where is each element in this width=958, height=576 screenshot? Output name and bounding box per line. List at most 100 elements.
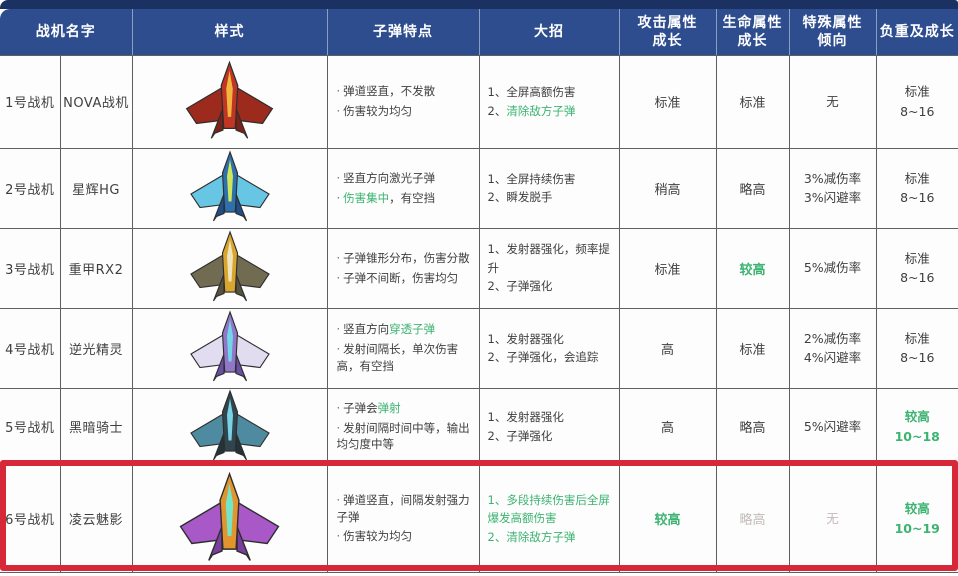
table-top-bar bbox=[0, 0, 958, 9]
attack-growth-cell: 高 bbox=[618, 307, 717, 389]
load-line: 标准 bbox=[878, 329, 958, 348]
load-growth-cell: 标准 8~16 bbox=[875, 307, 958, 389]
special-tendency-cell: 无 bbox=[788, 464, 877, 573]
bullet-marker: · bbox=[336, 84, 341, 99]
col-header-bullet-traits: 子弹特点 bbox=[327, 9, 480, 56]
text-segment: 高 bbox=[660, 421, 674, 436]
fighter-id: 2号战机 bbox=[0, 147, 61, 229]
text-segment: 4%闪避率 bbox=[803, 350, 862, 365]
special-line: 3%减伤率 bbox=[791, 169, 875, 188]
life-growth-cell: 略高 bbox=[715, 464, 790, 573]
text-segment: 弹道竖直，不发散 bbox=[343, 84, 436, 99]
text-segment: 标准 bbox=[654, 262, 681, 278]
fighter-row-1: 1号战机 NOVA战机 · 弹道竖直，不发散 · 伤害较为均匀 1、全屏高额伤害 2、清除敌方… bbox=[0, 54, 958, 149]
load-growth-cell: 标准 8~16 bbox=[875, 54, 958, 149]
lingyun-phantom-jet bbox=[179, 471, 280, 561]
life-growth-cell: 略高 bbox=[715, 387, 790, 466]
load-growth-cell: 较高 10~18 bbox=[875, 387, 958, 466]
trait-line: · 伤害集中，有空挡 bbox=[337, 190, 474, 207]
text-segment: 标准 bbox=[654, 96, 681, 111]
text-segment: 略高 bbox=[739, 513, 766, 528]
special-line: 4%闪避率 bbox=[791, 348, 875, 367]
text-segment: 5%减伤率 bbox=[803, 260, 862, 276]
ultimate-line: 1、多段持续伤害后全屏爆发高额伤害 bbox=[488, 491, 615, 528]
text-segment: 10~18 bbox=[894, 428, 940, 444]
text-segment: 重甲RX2 bbox=[68, 262, 124, 278]
text-segment: 1、发射器强化 bbox=[487, 410, 564, 425]
fighter-comparison-table: 战机名字 样式 子弹特点 大招 攻击属性 成长 生命属性 成长 特殊属性 倾向 … bbox=[0, 9, 958, 573]
bullet-traits-cell: · 竖直方向激光子弹 · 伤害集中，有空挡 bbox=[326, 147, 480, 229]
life-growth-cell: 略高 bbox=[715, 147, 790, 229]
trait-line: · 子弹不间断，伤害均匀 bbox=[337, 270, 474, 287]
bullet-marker: · bbox=[336, 400, 341, 415]
text-segment: 标准 bbox=[739, 342, 766, 358]
ultimate-cell: 1、多段持续伤害后全屏爆发高额伤害 2、清除敌方子弹 bbox=[478, 464, 620, 573]
text-segment: 发射间隔长，单次伤害高，有空挡 bbox=[336, 342, 459, 373]
text-segment: 2、清除敌方子弹 bbox=[487, 529, 576, 544]
ultimate-line: 1、发射器强化 bbox=[488, 330, 615, 348]
load-line: 8~16 bbox=[878, 188, 958, 207]
trait-line: · 发射间隔时间中等，输出均匀度中等 bbox=[337, 420, 474, 453]
life-growth-cell: 标准 bbox=[715, 307, 790, 389]
text-segment: 略高 bbox=[739, 421, 766, 436]
col-header-ultimate: 大招 bbox=[479, 9, 620, 56]
col-header-style: 样式 bbox=[132, 9, 328, 56]
fighter-row-5: 5号战机 黑暗骑士 · 子弹会弹射 · 发射间隔时间中等，输出均匀度中等 1、发射器强化 2、… bbox=[0, 387, 958, 466]
text-segment: 发射间隔时间中等，输出均匀度中等 bbox=[336, 420, 470, 452]
ultimate-cell: 1、发射器强化 2、子弹强化，会追踪 bbox=[478, 307, 620, 389]
trait-line: · 子弹锥形分布，伤害分散 bbox=[337, 250, 474, 267]
text-segment: 6号战机 bbox=[5, 513, 55, 528]
text-segment: 较高 bbox=[904, 501, 930, 517]
col-header-fighter-name: 战机名字 bbox=[0, 9, 133, 56]
text-segment: 较高 bbox=[654, 513, 681, 528]
text-segment: 标准 bbox=[739, 96, 766, 111]
text-segment: 2号战机 bbox=[5, 182, 55, 198]
attack-growth-cell: 标准 bbox=[618, 227, 717, 309]
ultimate-line: 1、全屏高额伤害 bbox=[488, 83, 615, 101]
load-growth-cell: 标准 8~16 bbox=[875, 227, 958, 309]
bullet-marker: · bbox=[336, 250, 341, 265]
ultimate-line: 1、全屏持续伤害 bbox=[488, 170, 615, 188]
bullet-marker: · bbox=[336, 190, 341, 205]
text-segment: 标准 bbox=[904, 250, 930, 266]
col-header-life-growth: 生命属性 成长 bbox=[716, 9, 790, 56]
special-tendency-cell: 2%减伤率 4%闪避率 bbox=[788, 307, 877, 389]
special-tendency-cell: 5%减伤率 bbox=[788, 227, 877, 309]
ultimate-line: 2、瞬发脱手 bbox=[488, 188, 615, 206]
text-segment: 子弹会 bbox=[343, 400, 378, 415]
backlight-sprite-purple-jet bbox=[189, 310, 270, 382]
nova-red-jet bbox=[185, 60, 274, 139]
text-segment: 8~16 bbox=[900, 270, 935, 285]
text-segment: 1号战机 bbox=[5, 96, 55, 111]
trait-line: · 伤害较为均匀 bbox=[337, 103, 474, 120]
text-segment: 标准 bbox=[904, 330, 930, 346]
bullet-marker: · bbox=[336, 322, 341, 337]
special-line: 5%减伤率 bbox=[791, 258, 875, 277]
fighter-id: 3号战机 bbox=[0, 227, 61, 309]
plane-style-cell bbox=[131, 54, 328, 149]
ultimate-cell: 1、发射器强化 2、子弹强化 bbox=[478, 387, 620, 466]
text-segment: 无 bbox=[826, 510, 839, 526]
text-segment: 8~16 bbox=[900, 190, 935, 205]
bullet-traits-cell: · 竖直方向穿透子弹 · 发射间隔长，单次伤害高，有空挡 bbox=[326, 307, 480, 389]
fighter-id: 6号战机 bbox=[0, 464, 61, 573]
text-segment: 3%减伤率 bbox=[803, 170, 862, 186]
text-segment: 竖直方向激光子弹 bbox=[343, 170, 436, 185]
ultimate-line: 2、清除敌方子弹 bbox=[488, 528, 615, 546]
text-segment: 2、子弹强化 bbox=[487, 279, 553, 294]
col-header-load-growth: 负重及成长 bbox=[876, 9, 958, 56]
special-line: 无 bbox=[791, 92, 875, 111]
text-segment: 伤害较为均匀 bbox=[343, 104, 413, 118]
load-line: 8~16 bbox=[878, 348, 958, 367]
load-line: 标准 bbox=[878, 249, 958, 268]
bullet-traits-cell: · 弹道竖直，不发散 · 伤害较为均匀 bbox=[326, 54, 480, 149]
ultimate-line: 1、发射器强化，频率提升 bbox=[488, 240, 615, 277]
ultimate-line: 2、子弹强化，会追踪 bbox=[488, 348, 615, 366]
text-segment: NOVA战机 bbox=[63, 96, 129, 111]
ultimate-cell: 1、发射器强化，频率提升 2、子弹强化 bbox=[478, 227, 620, 309]
fighter-name: 逆光精灵 bbox=[59, 307, 133, 389]
text-segment: 1、发射器强化，频率提升 bbox=[487, 242, 610, 275]
text-segment: 略高 bbox=[739, 182, 766, 198]
fighter-id: 5号战机 bbox=[0, 387, 61, 466]
